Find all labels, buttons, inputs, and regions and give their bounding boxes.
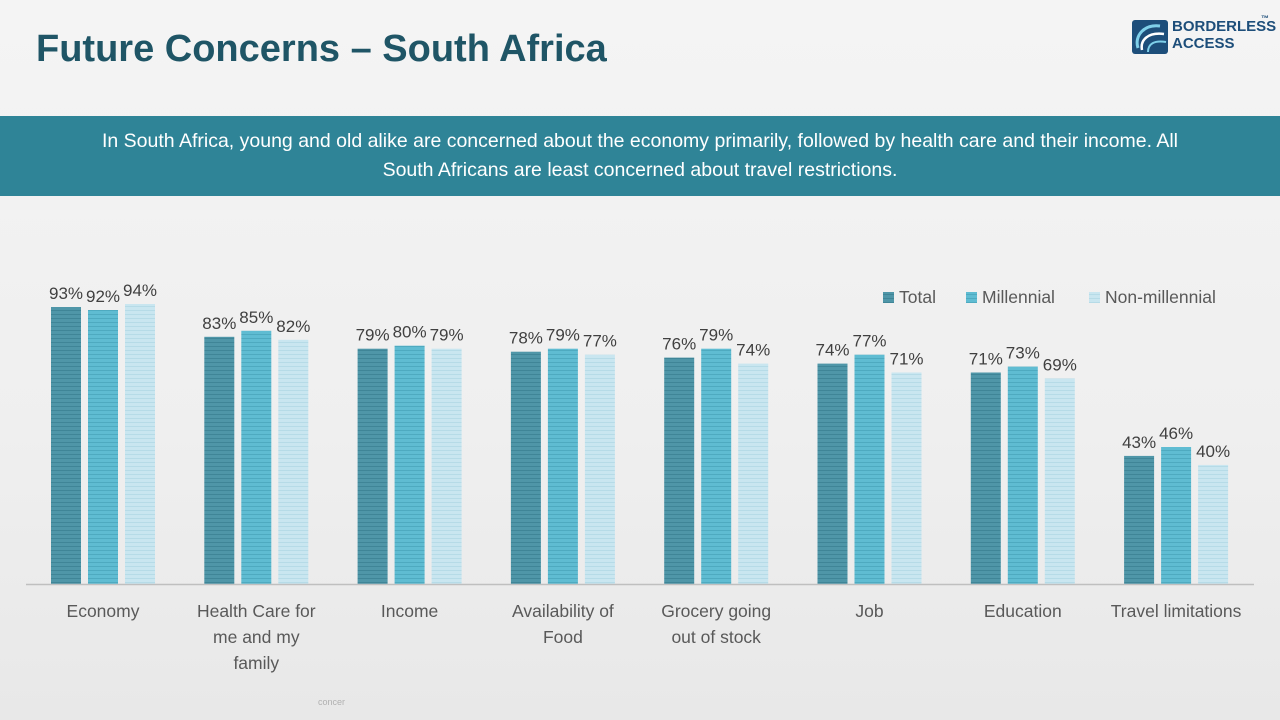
data-label-total-7: 43% [1122, 433, 1156, 452]
bar-total-6 [970, 372, 1001, 584]
logo-trademark: ™ [1261, 14, 1269, 23]
borderless-access-logo-icon [1132, 20, 1168, 54]
data-label-non-millennial-3: 77% [583, 332, 617, 351]
banner-line-1: In South Africa, young and old alike are… [101, 130, 1178, 152]
bar-total-2 [357, 348, 388, 584]
data-label-millennial-1: 85% [239, 308, 273, 327]
bar-non-millennial-4 [738, 363, 769, 584]
data-label-millennial-0: 92% [86, 287, 120, 306]
data-label-total-6: 71% [969, 350, 1003, 369]
logo-line2: ACCESS [1172, 35, 1235, 52]
page-title: Future Concerns – South Africa [36, 28, 607, 70]
data-label-millennial-6: 73% [1006, 344, 1040, 363]
bar-non-millennial-1 [278, 339, 309, 584]
legend-swatch-non-millennial [1089, 292, 1100, 303]
category-label-6: Education [984, 601, 1062, 621]
data-label-non-millennial-5: 71% [889, 350, 923, 369]
data-label-millennial-4: 79% [699, 326, 733, 345]
logo-text: BORDERLESS ACCESS [1172, 18, 1276, 52]
bar-non-millennial-3 [584, 354, 615, 584]
category-label-3: Availability of Food [512, 601, 614, 647]
bar-total-5 [817, 363, 848, 584]
category-label-4: Grocery going out of stock [661, 601, 771, 647]
legend-swatch-total [883, 292, 894, 303]
bar-non-millennial-2 [431, 348, 462, 584]
category-label-0: Economy [67, 601, 140, 621]
bar-millennial-1 [241, 330, 272, 584]
bar-millennial-7 [1161, 447, 1192, 584]
data-label-millennial-7: 46% [1159, 424, 1193, 443]
bar-millennial-6 [1007, 366, 1038, 584]
bar-total-4 [664, 357, 695, 584]
bar-millennial-5 [854, 354, 885, 584]
data-label-total-4: 76% [662, 335, 696, 354]
data-label-total-5: 74% [815, 341, 849, 360]
data-label-millennial-5: 77% [852, 332, 886, 351]
company-logo: BORDERLESS ACCESS ™ [1130, 14, 1276, 58]
bar-total-7 [1124, 455, 1155, 584]
summary-banner: In South Africa, young and old alike are… [0, 116, 1280, 196]
category-label-5: Job [855, 601, 883, 621]
legend-label-total: Total [899, 287, 936, 307]
legend-label-non-millennial: Non-millennial [1105, 287, 1216, 307]
logo-line1: BORDERLESS [1172, 18, 1277, 35]
data-label-total-2: 79% [356, 326, 390, 345]
data-label-non-millennial-1: 82% [276, 317, 310, 336]
bar-millennial-3 [547, 348, 578, 584]
bar-non-millennial-7 [1198, 464, 1229, 584]
legend-swatch-millennial [966, 292, 977, 303]
category-label-7: Travel limitations [1111, 601, 1242, 621]
data-label-non-millennial-7: 40% [1196, 442, 1230, 461]
data-label-millennial-3: 79% [546, 326, 580, 345]
bar-millennial-0 [88, 310, 118, 584]
footnote: concer [318, 697, 346, 707]
data-label-total-3: 78% [509, 329, 543, 348]
data-label-non-millennial-6: 69% [1043, 356, 1077, 375]
bar-total-0 [51, 307, 81, 584]
legend-label-millennial: Millennial [982, 287, 1055, 307]
bar-total-3 [510, 351, 541, 584]
category-label-2: Income [381, 601, 438, 621]
category-label-1: Health Care for me and my family [197, 601, 316, 673]
data-label-millennial-2: 80% [393, 323, 427, 342]
data-label-non-millennial-0: 94% [123, 281, 157, 300]
bar-total-1 [204, 336, 235, 584]
data-label-non-millennial-4: 74% [736, 341, 770, 360]
bar-non-millennial-6 [1044, 378, 1075, 584]
banner-line-2: South Africans are least concerned about… [382, 159, 898, 181]
data-label-total-0: 93% [49, 284, 83, 303]
data-label-total-1: 83% [202, 314, 236, 333]
bar-chart: 93% 92% 94%83% 85% 82% 79% 80% 79% 78% 79% 77% 76% 7… [26, 281, 1254, 673]
bar-non-millennial-0 [125, 304, 155, 584]
data-label-non-millennial-2: 79% [430, 326, 464, 345]
bar-non-millennial-5 [891, 372, 922, 584]
bar-millennial-4 [701, 348, 732, 584]
bar-millennial-2 [394, 345, 425, 584]
